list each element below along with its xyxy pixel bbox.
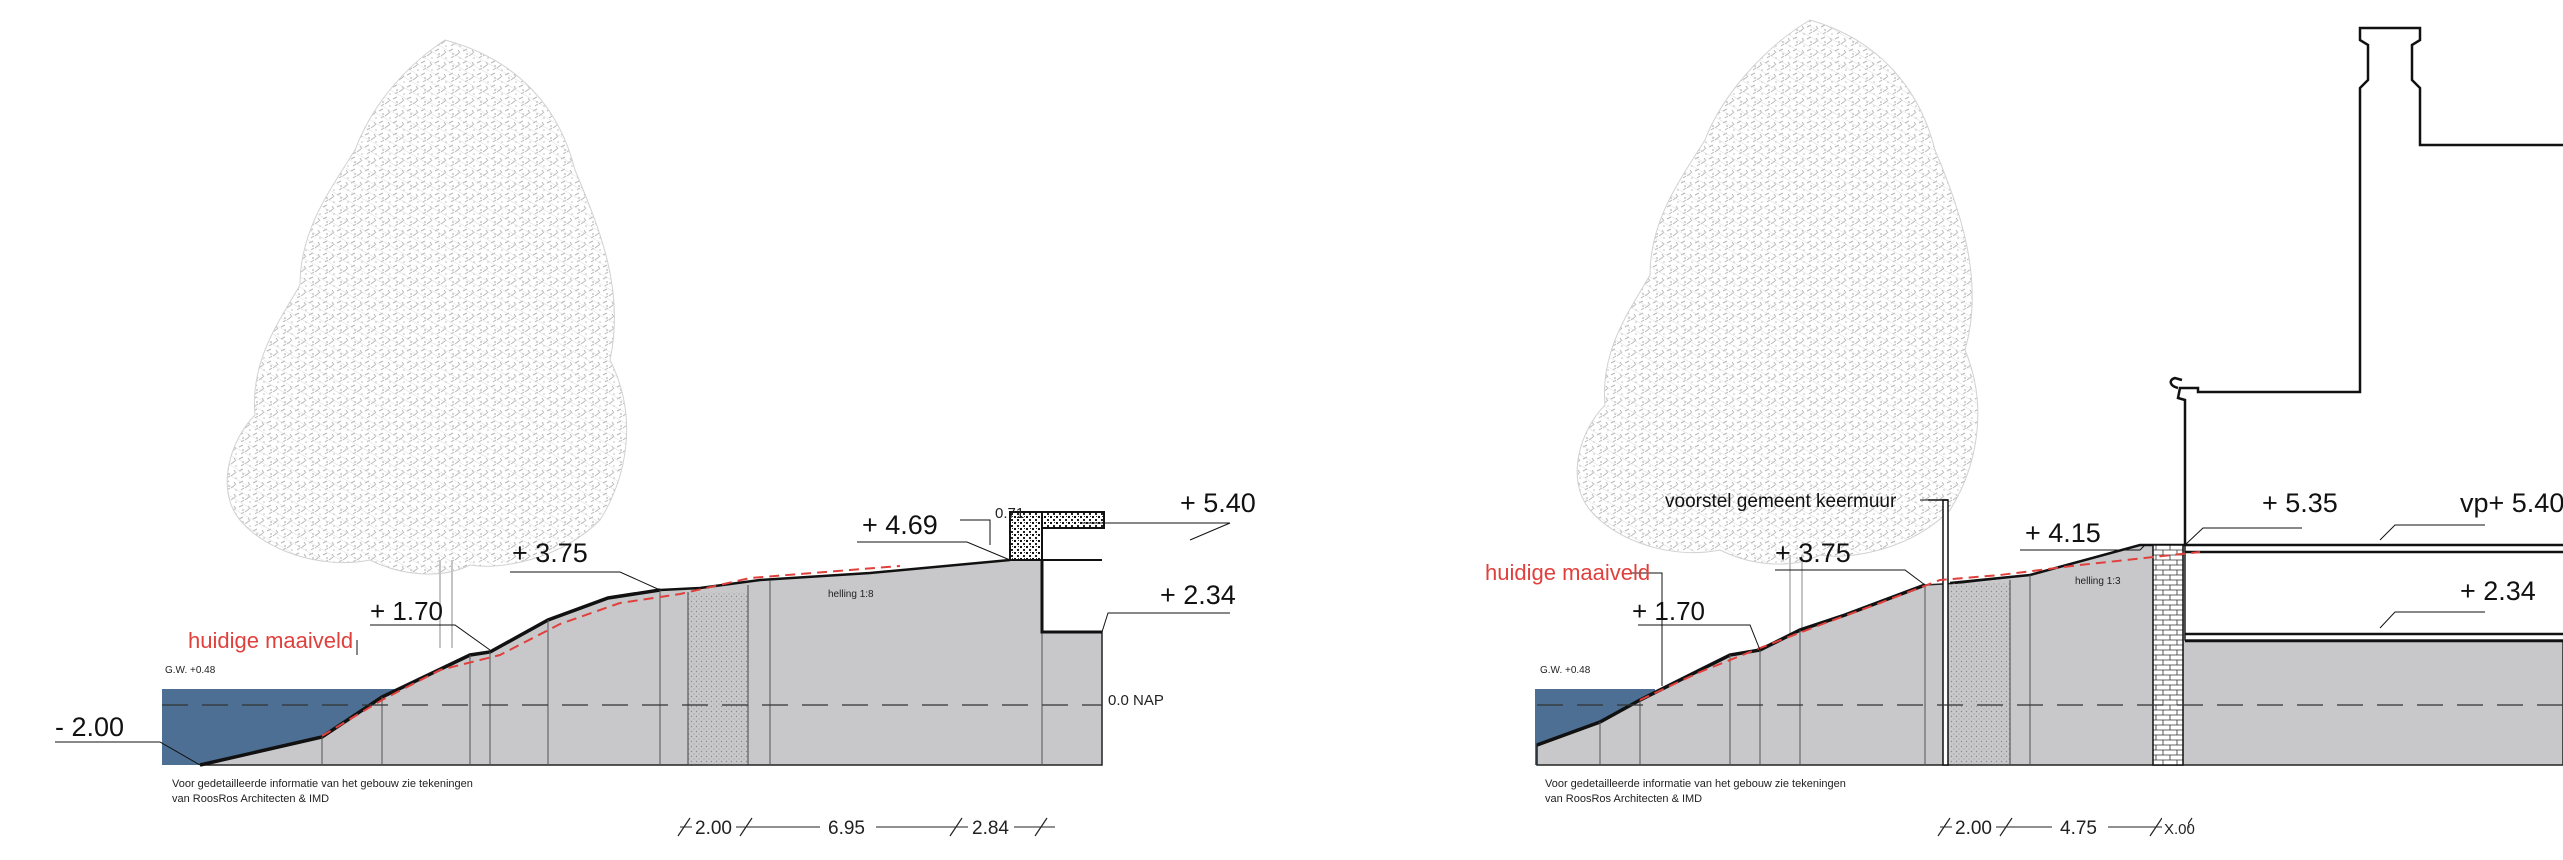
note-line1-left: Voor gedetailleerde informatie van het g… <box>172 778 473 790</box>
note-line1-right: Voor gedetailleerde informatie van het g… <box>1545 778 1846 790</box>
level-water-left: - 2.00 <box>55 712 124 742</box>
wall-proposal-label: voorstel gemeent keermuur <box>1665 491 1897 512</box>
note-line2-left: van RoosRos Architecten & IMD <box>172 793 329 805</box>
dim-left-2: 6.95 <box>828 818 865 839</box>
sheet-pile-strip-left <box>688 592 748 765</box>
tree-left <box>226 39 628 648</box>
level-path-left: + 4.69 <box>862 510 938 540</box>
sheet-pile-strip-right <box>1950 583 2010 765</box>
level-building-floor-right: + 2.34 <box>2460 576 2536 606</box>
current-ground-label-left: huidige maaiveld <box>188 628 353 653</box>
cap-thickness-left: 0.71 <box>995 505 1024 522</box>
level-mid-slope-left: + 3.75 <box>512 538 588 568</box>
level-building-top-left: + 5.40 <box>1180 488 1256 518</box>
level-berm-right: + 1.70 <box>1632 596 1705 626</box>
current-ground-label-right: huidige maaiveld <box>1485 560 1650 585</box>
slope-label-left: helling 1:8 <box>828 589 874 600</box>
nap-label-left: 0.0 NAP <box>1108 692 1164 709</box>
dimension-line-right: 2.00 4.75 X.00 <box>1937 816 2195 839</box>
quay-cap-left <box>1009 511 1043 561</box>
groundwater-label-left: G.W. +0.48 <box>165 665 216 676</box>
level-berm-left: + 1.70 <box>370 596 443 626</box>
dim-right-1: 2.00 <box>1955 818 1992 839</box>
current-ground-line-left <box>321 565 901 737</box>
level-mid-slope-right: + 3.75 <box>1775 538 1851 568</box>
slope-label-right: helling 1:3 <box>2075 576 2121 587</box>
dim-left-3: 2.84 <box>972 818 1009 839</box>
note-line2-right: van RoosRos Architecten & IMD <box>1545 793 1702 805</box>
brick-quay-wall <box>2152 544 2184 766</box>
ground-profile-right <box>1536 544 2563 766</box>
left-section: - 2.00 + 1.70 + 3.75 + 4.69 0.71 + 5.40 … <box>55 39 1256 839</box>
building-outline <box>2169 26 2563 643</box>
dimension-line-left: 2.00 6.95 2.84 <box>677 816 1055 839</box>
level-top-slope-right: + 4.15 <box>2025 518 2101 548</box>
dim-right-2: 4.75 <box>2060 818 2097 839</box>
dim-left-1: 2.00 <box>695 818 732 839</box>
tree-right <box>1576 19 1979 640</box>
proposed-retaining-wall <box>1942 499 1949 766</box>
groundwater-label-right: G.W. +0.48 <box>1540 665 1591 676</box>
right-section: huidige maaiveld voorstel gemeent keermu… <box>1485 19 2563 839</box>
level-building-top-right: vp+ 5.40 <box>2460 488 2563 518</box>
level-quay-right: + 5.35 <box>2262 488 2338 518</box>
current-ground-line-right <box>1639 551 2201 701</box>
dim-right-3: X.00 <box>2164 821 2195 838</box>
level-building-floor-left: + 2.34 <box>1160 580 1236 610</box>
